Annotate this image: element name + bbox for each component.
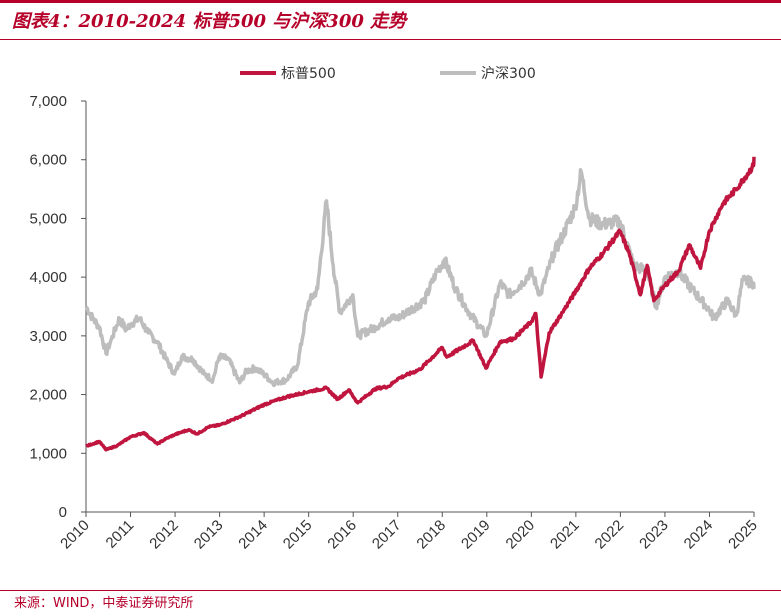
y-tick-label: 1,000: [29, 445, 67, 462]
y-tick-label: 2,000: [29, 387, 67, 404]
footer-divider: [0, 590, 781, 591]
legend-label-csi300: 沪深300: [481, 66, 536, 82]
x-tick-label: 2024: [681, 517, 717, 553]
legend-label-sp500: 标普500: [281, 66, 336, 82]
x-tick-label: 2010: [57, 517, 93, 553]
series-line-sp500: [84, 156, 756, 452]
x-tick-label: 2016: [324, 517, 360, 553]
x-tick-label: 2020: [503, 517, 539, 553]
y-tick-label: 7,000: [29, 93, 67, 110]
title-divider: [0, 39, 781, 40]
figure-title: 图表4：2010-2024 标普500 与沪深300 走势: [12, 11, 407, 32]
x-tick-label: 2014: [235, 517, 271, 553]
x-tick-label: 2018: [413, 517, 449, 553]
x-tick-label: 2017: [369, 517, 405, 553]
x-tick-label: 2023: [636, 517, 672, 553]
y-tick-label: 5,000: [29, 210, 67, 227]
x-tick-label: 2021: [547, 517, 583, 553]
x-tick-label: 2019: [458, 517, 494, 553]
top-accent-line: [0, 0, 781, 3]
x-axis: 2010 2011 2012 2013 2014 2015 2016 2017 2018 2019…: [57, 511, 761, 553]
y-tick-label: 3,000: [29, 328, 67, 345]
chart-legend: 标普500 沪深300: [240, 66, 536, 82]
x-tick-label: 2012: [146, 517, 182, 553]
series-line-csi300: [84, 168, 756, 388]
source-note: 来源：WIND，中泰证券研究所: [14, 596, 194, 611]
y-tick-label: 6,000: [29, 152, 67, 169]
y-axis: 0 1,000 2,000 3,000 4,000 5,000 6,000 7,000: [29, 93, 87, 521]
x-tick-label: 2015: [280, 517, 316, 553]
line-chart: 标普500 沪深300 0 1,000 2,000 3,000 4,000 5,000 6,0…: [29, 66, 761, 553]
x-tick-label: 2013: [191, 517, 227, 553]
chart-series: [84, 156, 756, 452]
x-tick-label: 2011: [103, 517, 138, 552]
x-tick-label: 2025: [725, 517, 761, 553]
x-tick-label: 2022: [592, 517, 628, 553]
y-tick-label: 4,000: [29, 269, 67, 286]
y-tick-label: 0: [59, 504, 67, 521]
